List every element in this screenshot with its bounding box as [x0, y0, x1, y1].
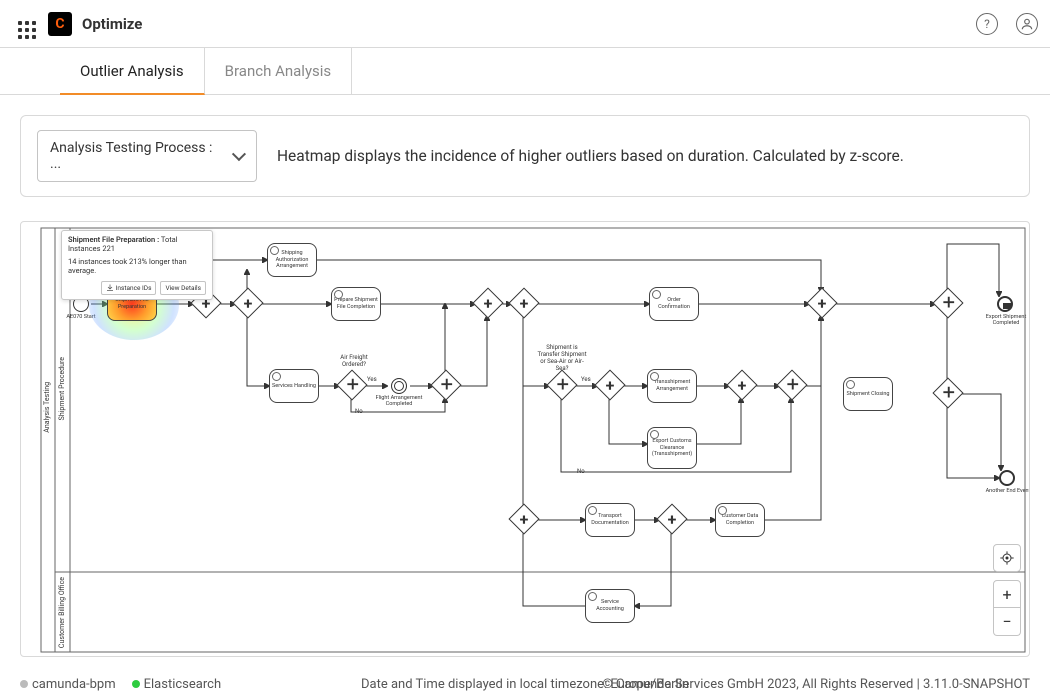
apps-menu-icon[interactable] [12, 15, 30, 33]
recenter-button[interactable] [993, 544, 1021, 572]
flight-event[interactable] [391, 378, 407, 394]
tabs: Outlier Analysis Branch Analysis [0, 48, 1050, 95]
task-order-confirmation[interactable]: Order Confirmation [649, 287, 699, 321]
process-select-label: Analysis Testing Process : ... [50, 140, 220, 172]
task-shipping-auth[interactable]: Shipping Authorization Arrangement [267, 243, 317, 277]
lbl-no2: No [577, 468, 585, 475]
pool-label: Analysis Testing [43, 382, 51, 433]
tab-outlier-analysis[interactable]: Outlier Analysis [60, 48, 205, 95]
flight-event-label: Flight Arrangement Completed [375, 395, 423, 407]
crosshair-icon [999, 550, 1015, 566]
help-icon[interactable]: ? [976, 13, 998, 35]
logo-badge: C [48, 12, 72, 36]
es-label: Elasticsearch [144, 677, 221, 692]
lbl-yes1: Yes [367, 376, 377, 383]
view-details-button[interactable]: View Details [160, 281, 206, 295]
es-status-dot [132, 680, 140, 688]
engine-status-dot [20, 680, 28, 688]
app-title: Optimize [82, 15, 142, 33]
chevron-down-icon [232, 147, 246, 161]
zoom-control: + − [993, 580, 1021, 636]
lbl-yes2: Yes [581, 376, 591, 383]
lane-billing: Customer Billing Office [58, 577, 66, 648]
gw-air-label: Air Freight Ordered? [331, 354, 377, 368]
user-icon[interactable] [1016, 13, 1038, 35]
tooltip-title: Shipment File Preparation : [68, 235, 159, 244]
locate-control [993, 544, 1021, 572]
process-select[interactable]: Analysis Testing Process : ... [37, 130, 257, 182]
tooltip-detail: 14 instances took 213% longer than avera… [68, 257, 206, 275]
footer: camunda-bpm Elasticsearch Date and Time … [0, 668, 1050, 700]
end-event-shipment[interactable] [997, 296, 1013, 312]
task-customer-data[interactable]: Customer Data Completion [715, 503, 765, 537]
zoom-in-button[interactable]: + [993, 580, 1021, 608]
heatmap-description: Heatmap displays the incidence of higher… [277, 147, 904, 165]
info-bar: Analysis Testing Process : ... Heatmap d… [20, 115, 1030, 197]
lbl-no1: No [355, 408, 363, 415]
start-event-label: AE070 Start [56, 314, 106, 320]
end-event-other[interactable] [999, 470, 1015, 486]
engine-label: camunda-bpm [32, 677, 116, 692]
task-export-customs[interactable]: Export Customs Clearance (Transshipment) [647, 427, 697, 469]
instance-ids-button[interactable]: Instance IDs [101, 281, 157, 295]
gw-transfer-label: Shipment is Transfer Shipment or Sea-Air… [535, 344, 589, 372]
lane-shipment: Shipment Procedure [58, 357, 66, 420]
task-prep-completion[interactable]: Prepare Shipment File Completion [331, 287, 381, 321]
zoom-out-button[interactable]: − [993, 608, 1021, 636]
outlier-tooltip: Shipment File Preparation : Total Instan… [61, 230, 213, 300]
topbar: C Optimize ? [0, 0, 1050, 48]
timezone-label: Date and Time displayed in local timezon… [361, 677, 689, 692]
task-transport-doc[interactable]: Transport Documentation [585, 503, 635, 537]
download-icon [106, 284, 114, 292]
task-shipment-closing[interactable]: Shipment Closing [843, 377, 893, 411]
tab-branch-analysis[interactable]: Branch Analysis [205, 48, 353, 94]
bpmn-diagram[interactable]: Analysis Testing Shipment Procedure Cust… [20, 221, 1030, 657]
task-service-accounting[interactable]: Service Accounting [585, 589, 635, 623]
task-services-handling[interactable]: Services Handling [269, 369, 319, 403]
end-event-other-label: Another End Event [983, 488, 1030, 494]
task-transshipment-arrangement[interactable]: Transshipment Arrangement [647, 369, 697, 403]
end-event-shipment-label: Export Shipment Completed [981, 314, 1030, 326]
